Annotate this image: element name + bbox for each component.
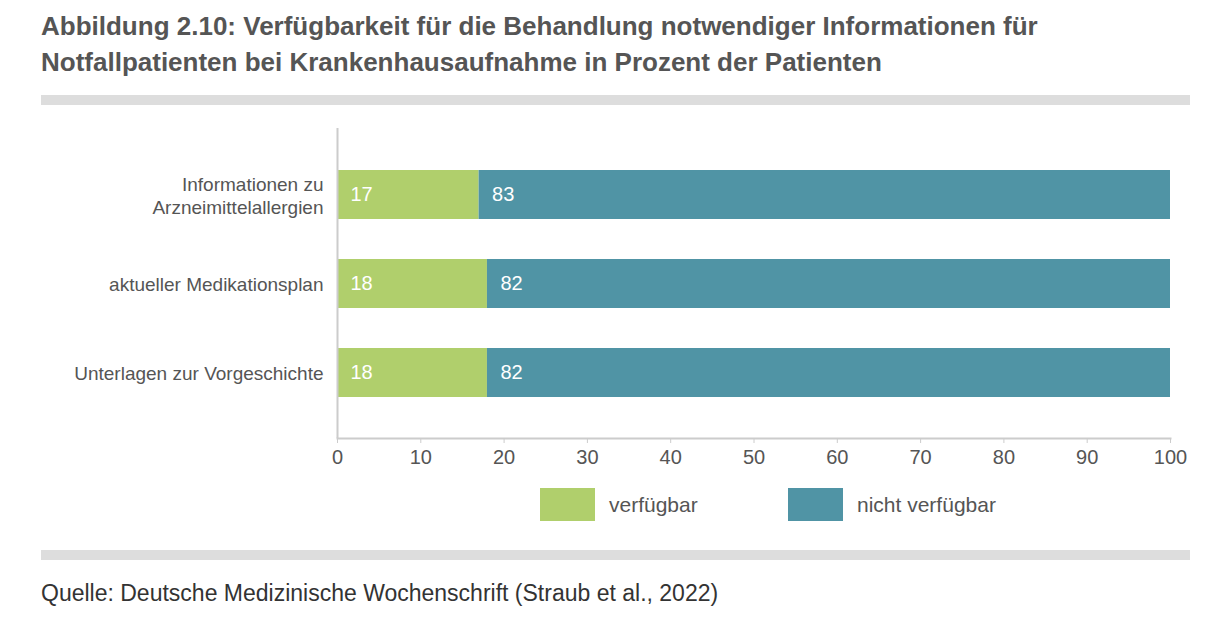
svg-text:10: 10 bbox=[410, 446, 432, 468]
svg-text:100: 100 bbox=[1154, 446, 1187, 468]
svg-text:aktueller Medikationsplan: aktueller Medikationsplan bbox=[109, 274, 323, 295]
svg-text:17: 17 bbox=[351, 183, 373, 205]
svg-text:90: 90 bbox=[1076, 446, 1098, 468]
html-text:Abbildung 2.10: Verfügbarkeit: Abbildung 2.10: Verfügbarkeit für die Be… bbox=[41, 11, 1038, 77]
svg-text:Unterlagen zur Vorgeschichte: Unterlagen zur Vorgeschichte bbox=[74, 363, 323, 384]
svg-text:82: 82 bbox=[500, 361, 522, 383]
svg-text:83: 83 bbox=[492, 183, 514, 205]
svg-text:80: 80 bbox=[993, 446, 1015, 468]
svg-text:82: 82 bbox=[500, 272, 522, 294]
svg-text:50: 50 bbox=[743, 446, 765, 468]
svg-text:Informationen zuArzneimittelal: Informationen zuArzneimittelallergien bbox=[152, 174, 323, 218]
svg-text:20: 20 bbox=[493, 446, 515, 468]
svg-text:60: 60 bbox=[826, 446, 848, 468]
html-text:Quelle: Deutsche Medizinische: Quelle: Deutsche Medizinische Wochenschr… bbox=[41, 580, 719, 606]
svg-text:30: 30 bbox=[576, 446, 598, 468]
svg-text:0: 0 bbox=[332, 446, 343, 468]
html-text:nicht verfügbar: nicht verfügbar bbox=[857, 492, 996, 516]
html-text:verfügbar: verfügbar bbox=[609, 492, 698, 516]
svg-text:18: 18 bbox=[351, 361, 373, 383]
svg-text:18: 18 bbox=[351, 272, 373, 294]
svg-text:70: 70 bbox=[909, 446, 931, 468]
svg-text:40: 40 bbox=[660, 446, 682, 468]
